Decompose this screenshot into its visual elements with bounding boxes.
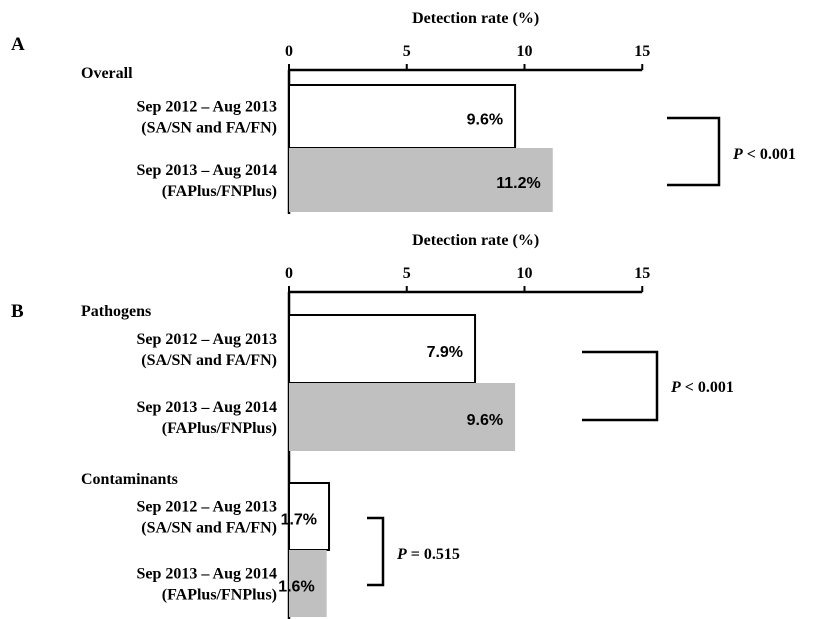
bar-value-label: 7.9% (427, 344, 463, 361)
bar-category-label: Sep 2013 – Aug 2014 (137, 399, 277, 416)
bar-category-label: Sep 2012 – Aug 2013 (137, 99, 277, 116)
bar-value-label: 11.2% (496, 175, 540, 192)
bar-category-sub-label: (FAPlus/FNPlus) (162, 420, 277, 437)
p-symbol: P (396, 546, 407, 563)
x-tick-label: 15 (634, 265, 650, 282)
bar-category-sub-label: (SA/SN and FA/FN) (141, 120, 277, 137)
bar-category-sub-label: (FAPlus/FNPlus) (162, 587, 277, 604)
significance-bracket (667, 116, 721, 187)
bar (289, 148, 553, 212)
bar-category-label: Sep 2013 – Aug 2014 (137, 162, 277, 179)
bar (288, 482, 331, 551)
x-axis-title: Detection rate (%) (412, 232, 539, 249)
p-symbol: P (732, 146, 743, 163)
p-value-label: P < 0.001 (732, 146, 796, 163)
bar-value-label: 9.6% (467, 112, 503, 129)
p-value-label: P < 0.001 (670, 379, 734, 396)
significance-bracket (367, 516, 385, 587)
x-axis-title: Detection rate (%) (412, 10, 539, 27)
x-tick-label: 5 (403, 265, 411, 282)
bar (289, 383, 516, 451)
x-tick-label: 5 (403, 43, 411, 60)
group-label: Overall (81, 65, 133, 82)
group-label: Contaminants (81, 471, 178, 488)
p-value-label: P = 0.515 (396, 546, 460, 563)
group-label: Pathogens (81, 303, 151, 320)
p-symbol: P (670, 379, 681, 396)
bar-category-sub-label: (FAPlus/FNPlus) (162, 183, 277, 200)
bar-category-label: Sep 2012 – Aug 2013 (137, 499, 277, 516)
bar-value-label: 1.7% (281, 512, 317, 529)
bar-category-sub-label: (SA/SN and FA/FN) (141, 352, 277, 369)
bar-value-label: 1.6% (278, 579, 314, 596)
bar (289, 550, 327, 617)
p-value-text: = 0.515 (407, 546, 460, 563)
bar-category-label: Sep 2013 – Aug 2014 (137, 566, 277, 583)
bar-value-label: 9.6% (467, 412, 503, 429)
x-tick-label: 0 (285, 265, 293, 282)
p-value-text: < 0.001 (743, 146, 796, 163)
x-tick-label: 0 (285, 43, 293, 60)
x-tick-label: 15 (634, 43, 650, 60)
significance-bracket (582, 350, 659, 422)
panel-label: B (11, 301, 24, 322)
p-value-text: < 0.001 (681, 379, 734, 396)
bar (288, 314, 477, 384)
x-tick-label: 10 (517, 265, 533, 282)
bar-category-label: Sep 2012 – Aug 2013 (137, 331, 277, 348)
x-tick-label: 10 (517, 43, 533, 60)
bar-category-sub-label: (SA/SN and FA/FN) (141, 520, 277, 537)
panel-label: A (11, 34, 25, 55)
